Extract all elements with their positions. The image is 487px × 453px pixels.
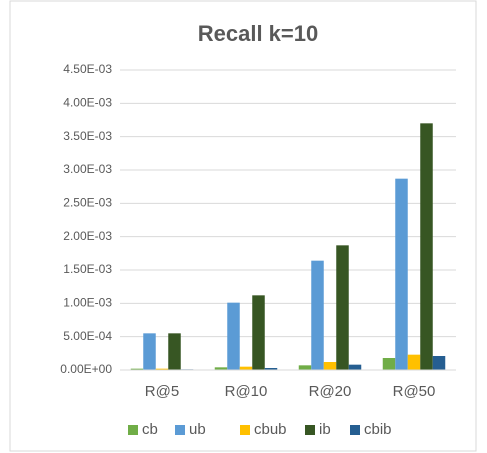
y-tick-label: 1.00E-03 [63,296,112,310]
bar [155,368,169,370]
chart-title: Recall k=10 [198,21,318,46]
bar [298,365,312,370]
legend-swatch [350,425,360,435]
bar [227,302,240,370]
bar [336,245,349,370]
legend-label: ub [189,421,206,438]
bar [348,364,362,370]
bar [407,354,421,370]
legend-label: ib [319,421,331,438]
bar [420,123,433,370]
legend-swatch [175,425,185,435]
bar [323,362,337,370]
legend-swatch [305,425,315,435]
y-tick-label: 5.00E-04 [63,329,112,343]
bar [214,367,228,370]
bar [382,358,396,370]
y-tick-label: 2.50E-03 [63,196,112,210]
legend-label: cbib [364,421,392,438]
x-tick-label: R@5 [145,383,179,400]
x-tick-label: R@20 [309,383,352,400]
bar [311,260,324,370]
bar [432,356,446,370]
y-tick-label: 3.50E-03 [63,129,112,143]
legend-label: cb [142,421,158,438]
x-tick-label: R@50 [393,383,436,400]
bar [130,368,144,370]
y-tick-label: 3.00E-03 [63,162,112,176]
x-tick-label: R@10 [225,383,268,400]
y-tick-label: 4.50E-03 [63,62,112,76]
bar [264,368,278,370]
legend-swatch [128,425,138,435]
bar [239,366,253,370]
bar [395,178,408,370]
y-tick-label: 4.00E-03 [63,96,112,110]
y-tick-label: 1.50E-03 [63,262,112,276]
y-tick-label: 2.00E-03 [63,229,112,243]
legend-label: cbub [254,421,287,438]
bar [143,333,156,370]
legend-swatch [240,425,250,435]
bar [252,295,265,370]
bar [168,333,181,370]
y-tick-label: 0.00E+00 [60,362,112,376]
